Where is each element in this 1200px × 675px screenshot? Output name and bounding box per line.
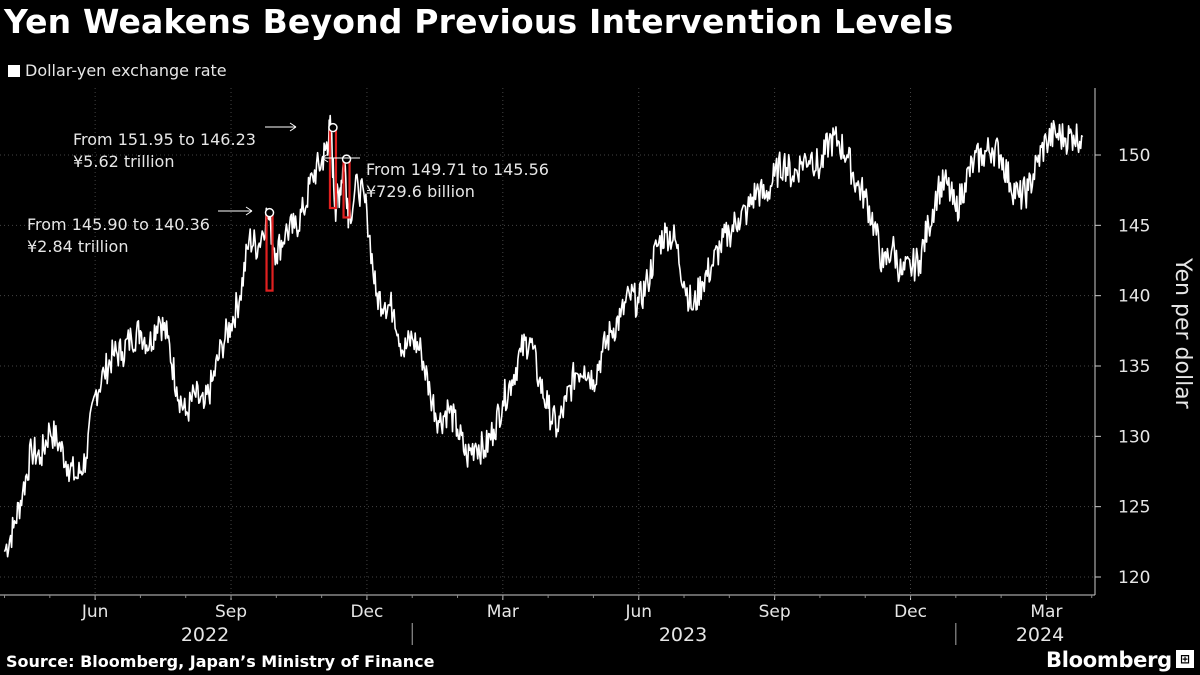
intervention-marker: From 149.71 to 145.56 ¥729.6 billion: [321, 153, 549, 219]
annotation-range: From 151.95 to 146.23: [73, 130, 256, 149]
x-tick-label: Sep: [215, 602, 247, 622]
source-note: Source: Bloomberg, Japan’s Ministry of F…: [6, 652, 435, 671]
x-tick-label: Jun: [624, 602, 652, 622]
intervention-dot: [328, 122, 338, 133]
y-tick-label: 140: [1118, 287, 1150, 307]
year-label: 2024: [1016, 624, 1064, 646]
annotation-arrowhead: [321, 153, 329, 163]
annotation-amount: ¥5.62 trillion: [73, 152, 174, 171]
annotation-arrowhead: [245, 206, 253, 216]
legend-label: Dollar-yen exchange rate: [25, 61, 227, 80]
x-tick-label: Dec: [350, 602, 383, 622]
legend: Dollar-yen exchange rate: [8, 61, 227, 80]
y-axis-title: Yen per dollar: [1170, 257, 1195, 410]
intervention-dot: [341, 154, 352, 164]
intervention-marker: From 145.90 to 140.36 ¥2.84 trillion: [27, 206, 275, 292]
chart-title: Yen Weakens Beyond Previous Intervention…: [4, 2, 954, 41]
annotation-arrowhead: [289, 122, 297, 132]
intervention-bar: [265, 211, 274, 292]
y-tick-label: 125: [1118, 498, 1150, 518]
intervention-marker: From 151.95 to 146.23 ¥5.62 trillion: [73, 122, 338, 210]
brand-badge-icon: ⊞: [1176, 650, 1194, 668]
annotation-amount: ¥2.84 trillion: [27, 237, 128, 256]
y-tick-label: 130: [1118, 427, 1150, 447]
brand-logo: Bloomberg: [1046, 648, 1172, 672]
annotation-amount: ¥729.6 billion: [366, 182, 475, 201]
series-line-dollar-yen: [3, 114, 1084, 558]
annotation-range: From 145.90 to 140.36: [27, 215, 210, 234]
x-tick-label: Dec: [894, 602, 927, 622]
year-label: 2022: [181, 624, 229, 646]
x-tick-label: Mar: [1030, 602, 1062, 622]
y-tick-label: 150: [1118, 146, 1150, 166]
year-label: 2023: [659, 624, 707, 646]
annotation-range: From 149.71 to 145.56: [366, 160, 549, 179]
x-tick-label: Jun: [81, 602, 109, 622]
x-tick-label: Sep: [759, 602, 791, 622]
y-tick-label: 145: [1118, 216, 1150, 236]
y-tick-label: 120: [1118, 568, 1150, 588]
y-tick-label: 135: [1118, 357, 1150, 377]
intervention-dot: [264, 207, 275, 218]
x-tick-label: Mar: [487, 602, 519, 622]
legend-swatch: [8, 65, 20, 77]
